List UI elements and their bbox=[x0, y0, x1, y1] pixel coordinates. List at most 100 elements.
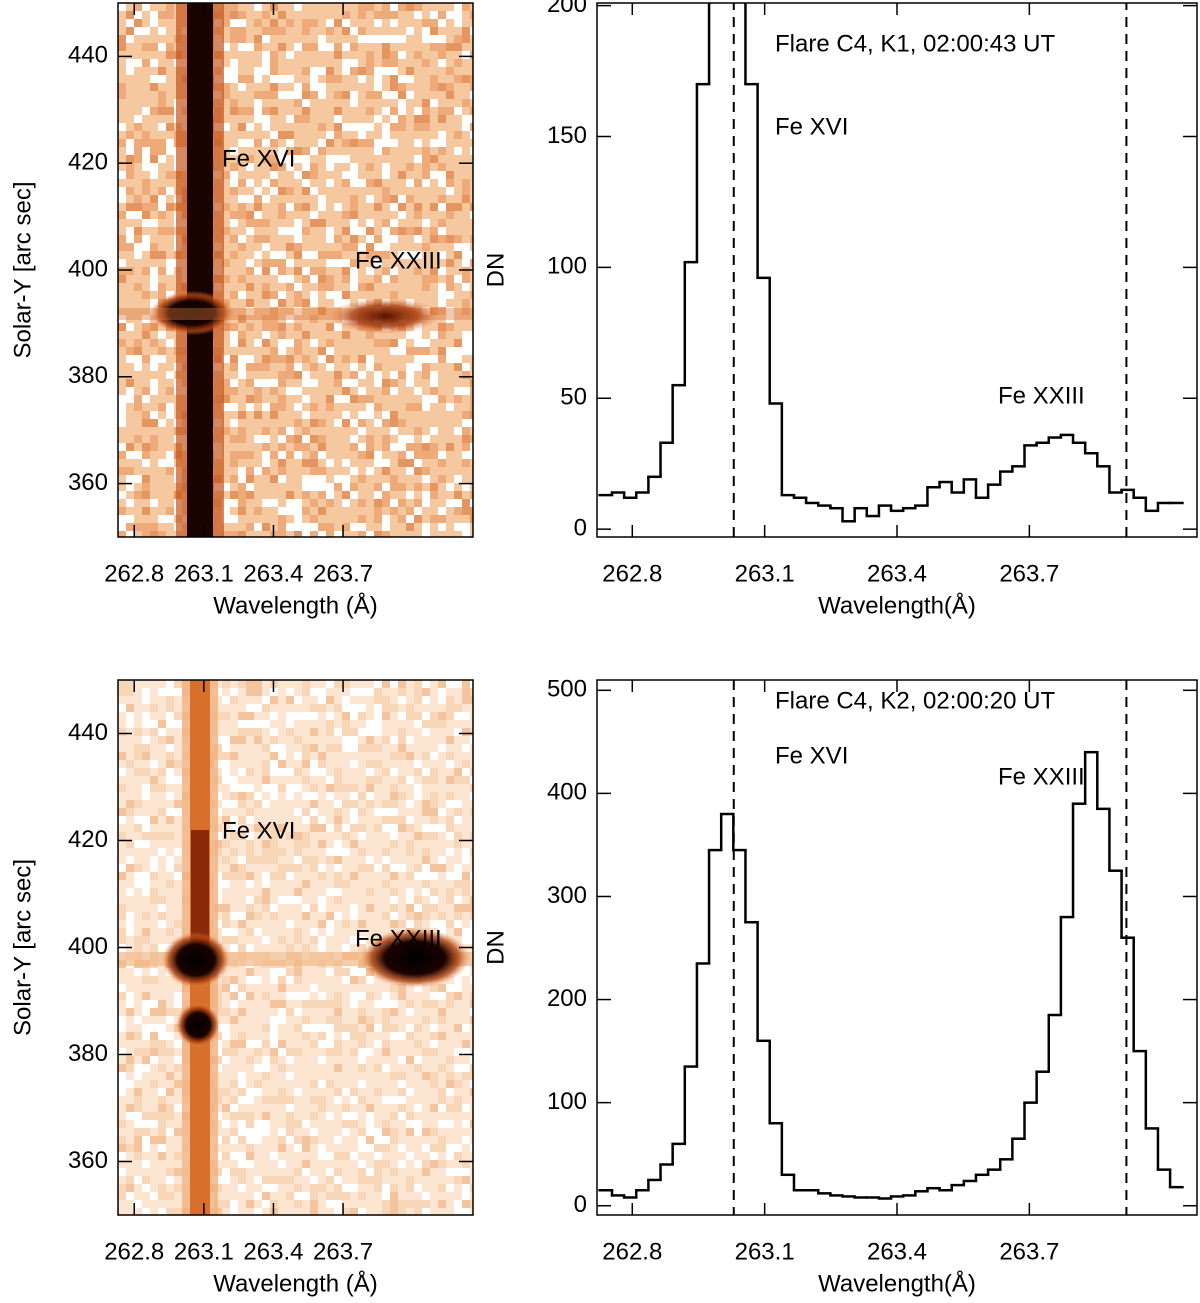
image-pixel bbox=[278, 968, 286, 976]
image-pixel bbox=[302, 371, 310, 379]
image-pixel bbox=[286, 387, 294, 395]
image-pixel bbox=[470, 736, 473, 744]
image-pixel bbox=[262, 1072, 270, 1080]
image-pixel bbox=[382, 419, 390, 427]
image-pixel bbox=[382, 848, 390, 856]
image-pixel bbox=[278, 1136, 286, 1144]
image-pixel bbox=[262, 523, 270, 531]
image-pixel bbox=[342, 832, 350, 840]
image-pixel bbox=[302, 912, 310, 920]
image-pixel bbox=[294, 115, 302, 123]
image-pixel bbox=[358, 523, 366, 531]
image-pixel bbox=[302, 251, 310, 259]
image-pixel bbox=[174, 1208, 182, 1215]
image-pixel bbox=[302, 523, 310, 531]
image-pixel bbox=[334, 872, 342, 880]
image-pixel bbox=[286, 920, 294, 928]
image-pixel bbox=[334, 115, 342, 123]
image-pixel bbox=[438, 1136, 446, 1144]
image-pixel bbox=[166, 171, 174, 179]
image-pixel bbox=[462, 760, 470, 768]
image-pixel bbox=[438, 744, 446, 752]
image-pixel bbox=[406, 1184, 414, 1192]
image-pixel bbox=[430, 832, 438, 840]
image-pixel bbox=[406, 251, 414, 259]
image-pixel bbox=[262, 1200, 270, 1208]
image-pixel bbox=[374, 531, 382, 537]
image-pixel bbox=[310, 515, 318, 523]
image-pixel bbox=[310, 808, 318, 816]
image-pixel bbox=[142, 483, 150, 491]
line-core bbox=[191, 830, 209, 950]
image-pixel bbox=[230, 784, 238, 792]
image-pixel bbox=[342, 1192, 350, 1200]
image-pixel bbox=[358, 419, 366, 427]
image-pixel bbox=[286, 203, 294, 211]
image-pixel bbox=[398, 107, 406, 115]
line-blob bbox=[176, 1003, 220, 1047]
image-pixel bbox=[158, 1152, 166, 1160]
image-pixel bbox=[318, 43, 326, 51]
image-pixel bbox=[374, 704, 382, 712]
image-pixel bbox=[342, 123, 350, 131]
image-pixel bbox=[254, 195, 262, 203]
image-pixel bbox=[382, 51, 390, 59]
image-pixel bbox=[318, 467, 326, 475]
image-pixel bbox=[446, 736, 454, 744]
image-pixel bbox=[462, 371, 470, 379]
image-pixel bbox=[262, 776, 270, 784]
image-pixel bbox=[118, 139, 126, 147]
image-pixel bbox=[398, 35, 406, 43]
image-pixel bbox=[278, 371, 286, 379]
annotation: Fe XXIII bbox=[355, 247, 442, 274]
image-pixel bbox=[118, 235, 126, 243]
image-pixel bbox=[358, 1080, 366, 1088]
image-pixel bbox=[430, 483, 438, 491]
image-pixel bbox=[270, 1184, 278, 1192]
image-pixel bbox=[166, 1008, 174, 1016]
image-pixel bbox=[382, 387, 390, 395]
image-pixel bbox=[174, 864, 182, 872]
image-pixel bbox=[150, 1136, 158, 1144]
image-pixel bbox=[126, 1056, 134, 1064]
image-pixel bbox=[398, 728, 406, 736]
image-pixel bbox=[222, 904, 230, 912]
image-pixel bbox=[398, 91, 406, 99]
image-pixel bbox=[470, 928, 473, 936]
image-pixel bbox=[334, 880, 342, 888]
image-pixel bbox=[454, 976, 462, 984]
image-pixel bbox=[350, 792, 358, 800]
image-pixel bbox=[126, 1192, 134, 1200]
image-pixel bbox=[262, 107, 270, 115]
image-pixel bbox=[134, 744, 142, 752]
image-pixel bbox=[286, 896, 294, 904]
image-pixel bbox=[158, 808, 166, 816]
image-pixel bbox=[438, 856, 446, 864]
image-pixel bbox=[374, 712, 382, 720]
image-pixel bbox=[334, 1184, 342, 1192]
image-pixel bbox=[142, 1128, 150, 1136]
image-pixel bbox=[142, 1000, 150, 1008]
image-pixel bbox=[294, 507, 302, 515]
image-pixel bbox=[422, 720, 430, 728]
image-pixel bbox=[350, 1152, 358, 1160]
image-pixel bbox=[358, 936, 366, 944]
image-pixel bbox=[126, 147, 134, 155]
image-pixel bbox=[270, 379, 278, 387]
image-pixel bbox=[166, 776, 174, 784]
image-pixel bbox=[462, 688, 470, 696]
image-pixel bbox=[158, 123, 166, 131]
image-pixel bbox=[310, 1096, 318, 1104]
image-pixel bbox=[278, 203, 286, 211]
image-pixel bbox=[398, 1056, 406, 1064]
image-pixel bbox=[286, 712, 294, 720]
image-pixel bbox=[246, 363, 254, 371]
image-pixel bbox=[390, 59, 398, 67]
image-pixel bbox=[222, 872, 230, 880]
image-pixel bbox=[134, 840, 142, 848]
image-pixel bbox=[422, 864, 430, 872]
image-pixel bbox=[222, 752, 230, 760]
image-pixel bbox=[430, 720, 438, 728]
image-pixel bbox=[238, 43, 246, 51]
image-pixel bbox=[246, 840, 254, 848]
